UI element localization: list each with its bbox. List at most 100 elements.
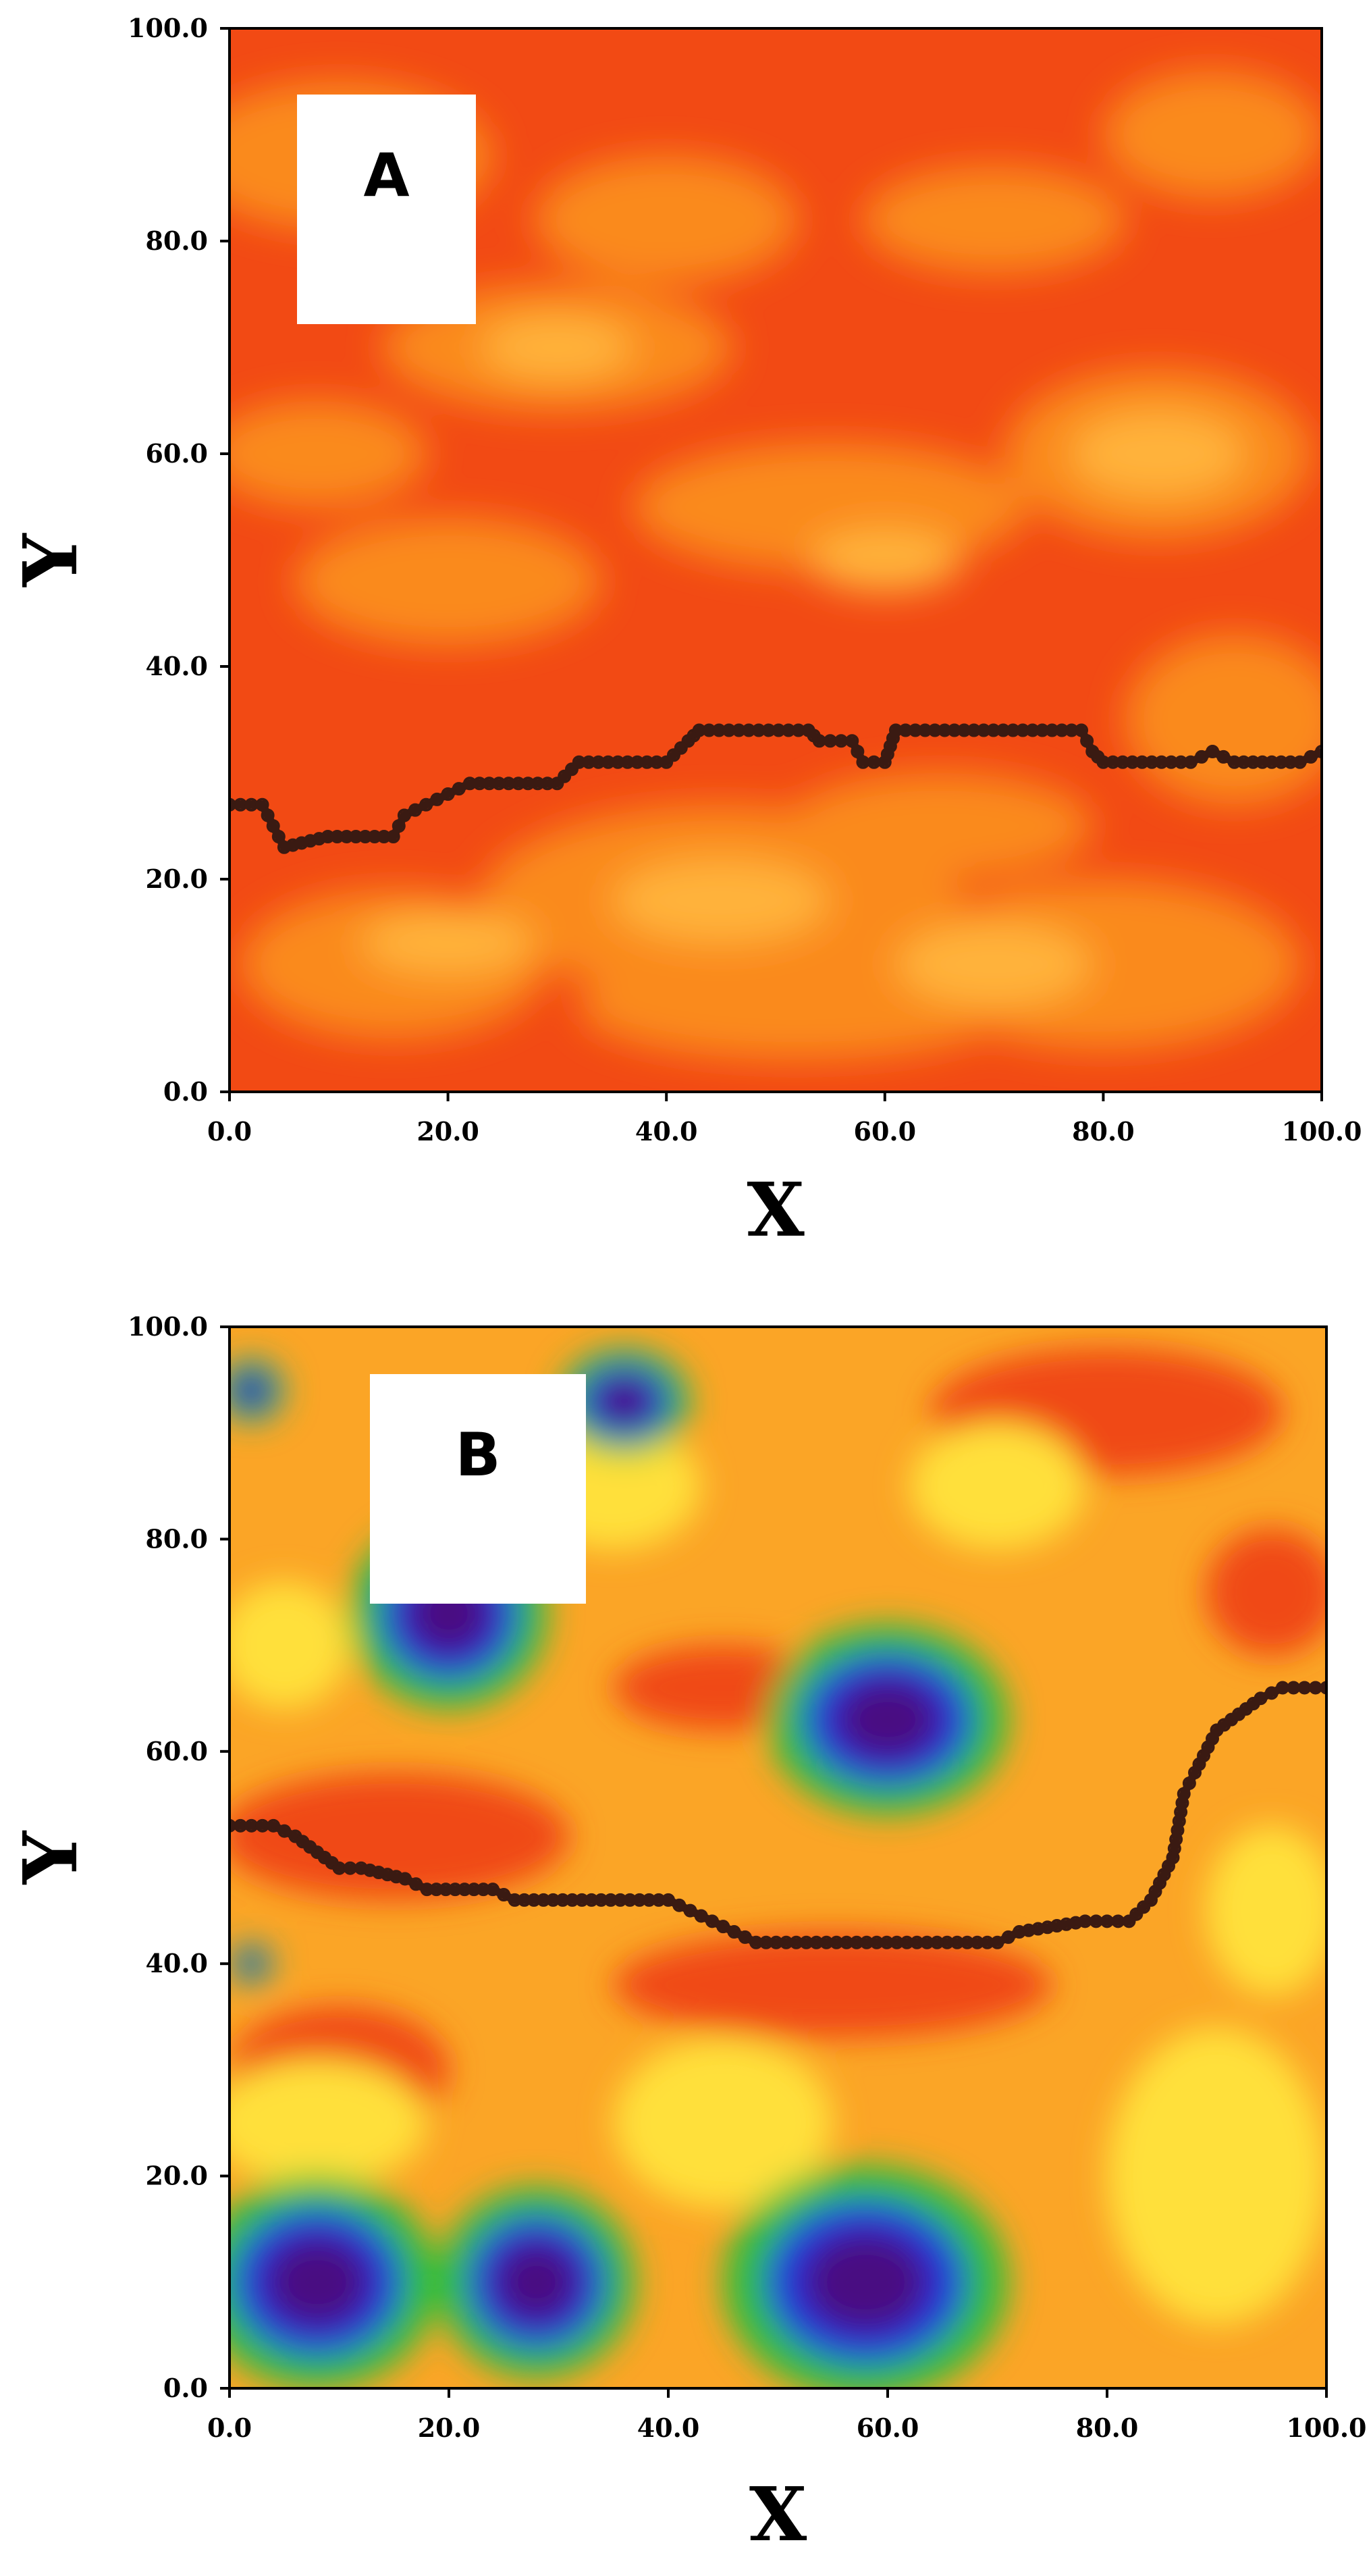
y-tick-label: 0.0	[163, 1076, 208, 1107]
chart-a-svg: 0.0 20.0 40.0 60.0 80.0 100.0 0.0 20.0 40.0 60.0 8…	[7, 13, 1362, 1253]
boundary-path-point	[666, 748, 680, 762]
boundary-path-point	[1177, 1787, 1191, 1801]
chart-panel-b: 0.0 20.0 40.0 60.0 80.0 100.0 0.0 20.0 40.0 60.0 8…	[0, 1288, 1371, 2576]
boundary-path-point	[550, 777, 564, 791]
boundary-path-point	[1283, 755, 1297, 769]
chart-b-plot-area	[230, 1327, 1326, 2388]
field-patch-12	[230, 400, 427, 507]
boundary-path-point	[1080, 734, 1094, 748]
y-tick-label: 60.0	[145, 1736, 208, 1766]
boundary-path-point	[990, 1935, 1004, 1949]
boundary-path-point	[441, 787, 455, 801]
depression-center-1	[492, 2239, 581, 2325]
boundary-path-point	[398, 1872, 412, 1886]
field-plain-5	[1206, 1825, 1326, 1996]
depression-center-7	[241, 1954, 262, 1974]
x-tick-label: 80.0	[1072, 1116, 1135, 1147]
boundary-path-point	[883, 739, 897, 754]
panel-label-box	[370, 1374, 586, 1604]
depression-center-6	[236, 1376, 267, 1405]
boundary-path-point	[266, 819, 280, 833]
field-plain-2	[613, 2038, 833, 2208]
boundary-path-point	[448, 1883, 462, 1897]
y-tick-label: 100.0	[128, 1311, 208, 1342]
x-axis-title: X	[747, 1166, 805, 1253]
boundary-path-point	[1172, 1814, 1186, 1829]
field-patch-9	[786, 772, 1093, 879]
boundary-path-point	[716, 1920, 730, 1934]
x-tick-label: 100.0	[1287, 2413, 1367, 2443]
x-tick-label: 60.0	[857, 2413, 919, 2443]
boundary-path-point	[558, 769, 572, 783]
y-tick-label: 0.0	[163, 2373, 208, 2403]
boundary-path-point	[1001, 1930, 1015, 1944]
boundary-path-point	[1293, 755, 1307, 769]
field-ridge-5	[1206, 1528, 1326, 1656]
chart-a-path	[230, 723, 1322, 854]
boundary-path-point	[1183, 755, 1198, 769]
boundary-path-point	[1122, 1914, 1136, 1928]
depression-center-2	[801, 2229, 930, 2335]
boundary-path-point	[286, 838, 300, 852]
boundary-path-point	[363, 1863, 377, 1877]
boundary-path-point	[845, 734, 859, 748]
boundary-path-point	[1264, 1686, 1279, 1700]
x-tick-label: 60.0	[854, 1116, 917, 1147]
boundary-path-point	[1182, 1776, 1196, 1790]
boundary-path-point	[1195, 750, 1209, 764]
boundary-path-point	[1315, 745, 1322, 758]
y-axis-title: Y	[7, 1830, 94, 1885]
boundary-path-point	[430, 792, 444, 806]
boundary-path-point	[340, 830, 354, 843]
boundary-path-point	[349, 830, 363, 843]
boundary-path-point	[1274, 755, 1288, 769]
chart-b-svg: 0.0 20.0 40.0 60.0 80.0 100.0 0.0 20.0 40.0 60.0 8…	[7, 1311, 1367, 2558]
field-highlight-2	[360, 911, 536, 975]
boundary-path-point	[303, 834, 317, 848]
depression-center-5	[595, 1377, 654, 1425]
x-tick-label: 0.0	[207, 1116, 252, 1147]
boundary-path-point	[261, 808, 275, 822]
boundary-path-point	[372, 1866, 385, 1880]
field-highlight-0	[612, 858, 830, 943]
boundary-path-point	[271, 830, 286, 843]
boundary-path-point	[408, 803, 423, 817]
y-tick-label: 60.0	[145, 438, 208, 469]
panel-label-box	[297, 95, 476, 324]
boundary-path-point	[1227, 755, 1241, 769]
field-patch-2	[863, 166, 1125, 273]
y-tick-label: 20.0	[145, 864, 208, 894]
boundary-path-point	[1256, 755, 1270, 769]
boundary-path-point	[674, 741, 688, 755]
boundary-path-point	[467, 1883, 481, 1897]
x-tick-label: 20.0	[416, 1116, 479, 1147]
boundary-path-point	[419, 797, 433, 812]
boundary-path-point	[1265, 755, 1279, 769]
boundary-path-point	[672, 1898, 687, 1912]
boundary-path-point	[1175, 1796, 1189, 1810]
field-highlight-5	[808, 528, 962, 592]
boundary-path-point	[381, 1868, 394, 1882]
boundary-path-point	[694, 1909, 708, 1923]
boundary-path-point	[683, 1903, 697, 1918]
boundary-path-point	[1237, 755, 1251, 769]
boundary-path-point	[727, 1925, 741, 1939]
boundary-path-point	[1320, 1681, 1326, 1695]
boundary-path-point	[1254, 1691, 1268, 1706]
boundary-path-point	[267, 1818, 280, 1833]
boundary-path-point	[1169, 1833, 1183, 1847]
boundary-path-line	[230, 1683, 1326, 1947]
y-axis-title: Y	[7, 533, 94, 587]
boundary-path-point	[330, 830, 344, 843]
chart-panel-a: 0.0 20.0 40.0 60.0 80.0 100.0 0.0 20.0 40.0 60.0 8…	[7, 13, 1362, 1253]
boundary-path-point	[660, 755, 674, 769]
boundary-path-point	[1137, 1900, 1151, 1914]
x-tick-label: 0.0	[207, 2413, 252, 2443]
boundary-path-point	[738, 1930, 752, 1944]
field-ridge-0	[230, 1772, 570, 1900]
field-patch-11	[1103, 71, 1322, 199]
field-plain-0	[230, 2059, 427, 2187]
boundary-path-point	[397, 808, 411, 822]
boundary-path-point	[1166, 1851, 1180, 1864]
boundary-path-point	[367, 830, 381, 843]
